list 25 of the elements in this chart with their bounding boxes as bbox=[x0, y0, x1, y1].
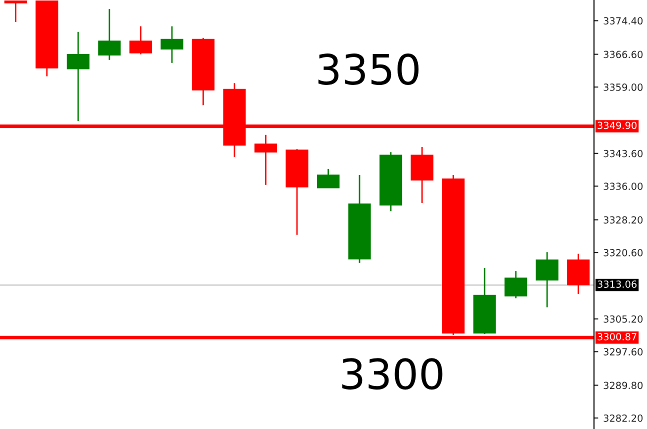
y-tick-label: 3305.20 bbox=[604, 315, 643, 323]
ref-line-label: 3349.90 bbox=[598, 122, 637, 130]
y-tick-label: 3297.60 bbox=[604, 348, 643, 356]
y-tick-label: 3336.00 bbox=[604, 182, 643, 190]
y-tick-label: 3359.00 bbox=[604, 84, 643, 91]
candlestick bbox=[316, 168, 340, 189]
y-tick-label: 3320.60 bbox=[604, 249, 643, 256]
y-tick-label: 3289.80 bbox=[604, 382, 643, 390]
candlestick bbox=[4, 0, 27, 23]
y-tick-label: 3343.60 bbox=[604, 150, 643, 158]
y-tick-label: 3374.40 bbox=[604, 17, 643, 25]
candlestick bbox=[129, 26, 152, 55]
candlestick bbox=[504, 270, 528, 299]
candlestick bbox=[254, 134, 278, 186]
annotation: 3350 bbox=[318, 54, 419, 86]
candlestick bbox=[160, 26, 184, 64]
ref-line-label: 3300.87 bbox=[598, 333, 636, 340]
y-tick-label: 3328.20 bbox=[604, 216, 643, 224]
ref-line-label: 3313.06 bbox=[598, 280, 637, 288]
candlestick bbox=[66, 31, 90, 122]
y-tick-label: 3366.60 bbox=[604, 50, 643, 58]
annotation: 3300 bbox=[342, 358, 442, 390]
candlestick bbox=[536, 251, 558, 308]
candlestick bbox=[98, 8, 121, 61]
y-tick-label: 3282.20 bbox=[604, 414, 643, 422]
